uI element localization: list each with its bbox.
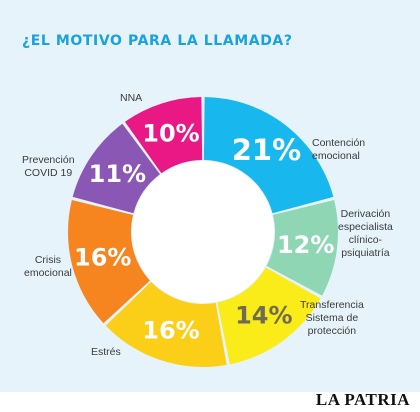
slice-category-label: Derivación especialista clínico-psiquiatrí… bbox=[338, 208, 393, 260]
slice-value-label: 11% bbox=[89, 160, 146, 188]
slice-category-label-line: clínico- bbox=[348, 234, 383, 246]
slice-category-label: Estrés bbox=[91, 346, 121, 359]
slice-value-label: 12% bbox=[277, 231, 334, 259]
slice-value-label: 16% bbox=[142, 316, 199, 344]
slice-category-label-line: COVID 19 bbox=[24, 167, 73, 179]
donut-slice bbox=[124, 97, 203, 174]
slice-category-label-line: Contención bbox=[312, 137, 366, 149]
slice-category-label-line: emocional bbox=[24, 267, 72, 279]
slice-category-label: Prevención COVID 19 bbox=[22, 154, 75, 180]
slice-category-label-line: Transferencia bbox=[300, 299, 364, 311]
donut-hole bbox=[132, 161, 274, 303]
slice-category-label-line: emocional bbox=[312, 150, 360, 162]
slice-category-label-line: Crisis bbox=[34, 254, 62, 266]
slice-category-label-line: psiquiatría bbox=[341, 247, 390, 259]
slice-value-label: 21% bbox=[232, 133, 301, 167]
slice-category-label: Crisis emocional bbox=[24, 254, 72, 280]
donut-slice bbox=[203, 97, 334, 214]
slice-category-label-line: Prevención bbox=[22, 154, 75, 166]
donut-slice bbox=[105, 281, 227, 367]
chart-title: ¿EL MOTIVO PARA LA LLAMADA? bbox=[22, 33, 293, 49]
publisher-watermark: LA PATRIA bbox=[315, 390, 410, 409]
slice-category-label-line: NNA bbox=[120, 92, 143, 104]
slice-value-label: 16% bbox=[74, 244, 131, 272]
slice-category-label: NNA bbox=[120, 92, 142, 105]
donut-slice bbox=[217, 267, 321, 365]
slice-category-label-line: especialista bbox=[338, 221, 393, 233]
donut-slice bbox=[266, 199, 338, 296]
slice-value-label: 10% bbox=[142, 120, 199, 148]
slice-category-label-line: Sistema de bbox=[305, 312, 359, 324]
slice-category-label: Transferencia Sistema de protección bbox=[300, 299, 364, 338]
slice-category-label: Contención emocional bbox=[312, 137, 365, 163]
donut-slice bbox=[67, 199, 150, 324]
slice-category-label-line: Estrés bbox=[91, 346, 121, 358]
slice-category-label-line: protección bbox=[307, 325, 357, 337]
slice-value-label: 14% bbox=[235, 302, 292, 330]
slice-category-label-line: Derivación bbox=[340, 208, 391, 220]
donut-chart: 21% 12% 14% 16% 16% 11% 10% bbox=[67, 97, 338, 367]
donut-slice bbox=[72, 123, 160, 214]
